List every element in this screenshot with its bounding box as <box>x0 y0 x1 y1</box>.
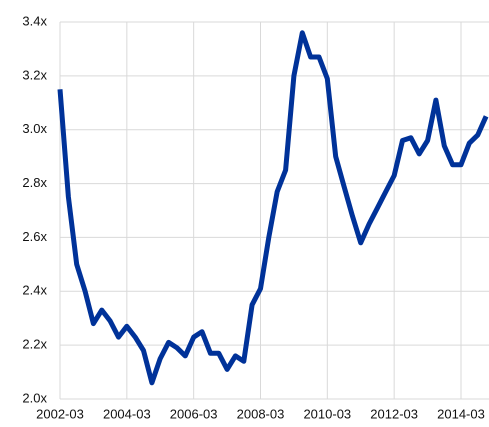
y-tick-label: 2.2x <box>22 337 47 352</box>
y-tick-label: 3.4x <box>22 13 47 28</box>
x-tick-label: 2002-03 <box>36 406 84 421</box>
y-tick-label: 2.0x <box>22 390 47 405</box>
y-tick-label: 2.6x <box>22 229 47 244</box>
x-tick-label: 2014-03 <box>437 406 485 421</box>
y-tick-label: 3.0x <box>22 121 47 136</box>
x-tick-label: 2010-03 <box>303 406 351 421</box>
y-tick-label: 2.4x <box>22 283 47 298</box>
line-series <box>57 30 489 386</box>
x-tick-label: 2004-03 <box>103 406 151 421</box>
x-tick-label: 2008-03 <box>237 406 285 421</box>
x-tick-label: 2012-03 <box>370 406 418 421</box>
x-tick-label: 2006-03 <box>170 406 218 421</box>
y-tick-label: 2.8x <box>22 175 47 190</box>
y-tick-label: 3.2x <box>22 67 47 82</box>
